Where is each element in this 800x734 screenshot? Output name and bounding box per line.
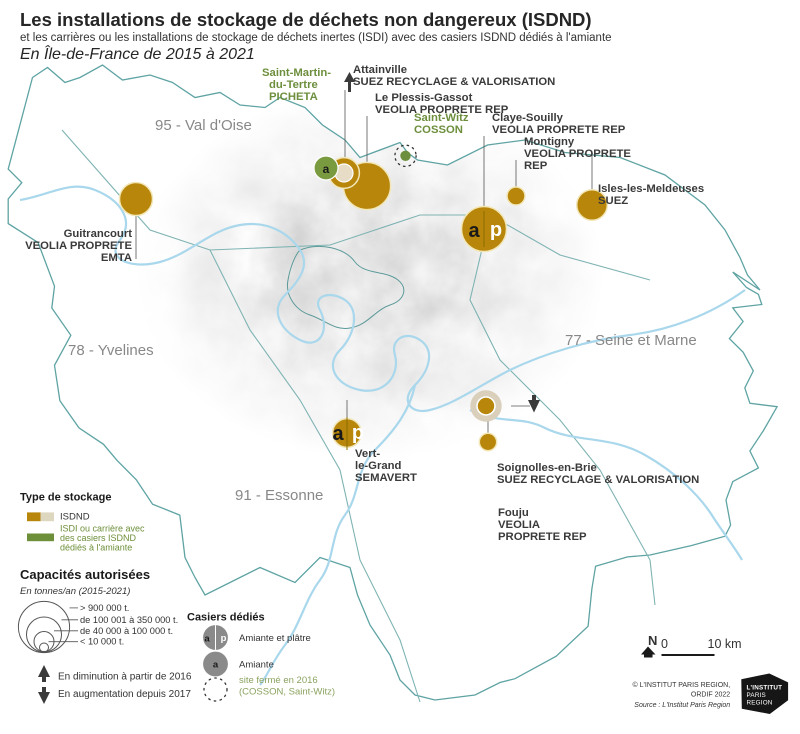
svg-text:Montigny: Montigny [524, 136, 575, 148]
svg-text:a: a [468, 220, 480, 242]
svg-text:Vert-: Vert- [355, 448, 380, 460]
svg-text:a: a [213, 660, 219, 671]
svg-text:> 900 000 t.: > 900 000 t. [80, 603, 129, 613]
svg-text:REGION: REGION [747, 700, 773, 707]
svg-text:a: a [332, 423, 344, 445]
svg-text:a: a [204, 634, 210, 645]
svg-text:a: a [323, 162, 330, 176]
svg-text:VEOLIA PROPRETE: VEOLIA PROPRETE [25, 240, 132, 252]
svg-text:Soignolles-en-Brie: Soignolles-en-Brie [497, 462, 597, 474]
svg-text:(COSSON, Saint-Witz): (COSSON, Saint-Witz) [239, 687, 335, 698]
svg-text:COSSON: COSSON [414, 124, 463, 136]
svg-text:Claye-Souilly: Claye-Souilly [492, 112, 564, 124]
svg-text:91 - Essonne: 91 - Essonne [235, 487, 323, 504]
svg-text:78 - Yvelines: 78 - Yvelines [68, 342, 154, 359]
svg-text:EMTA: EMTA [101, 252, 132, 264]
svg-text:VEOLIA PROPRETE REP: VEOLIA PROPRETE REP [492, 124, 626, 136]
svg-text:site fermé en 2016: site fermé en 2016 [239, 675, 318, 686]
svg-text:Amiante et plâtre: Amiante et plâtre [239, 633, 311, 644]
svg-text:En tonnes/an (2015-2021): En tonnes/an (2015-2021) [20, 586, 130, 597]
svg-text:SUEZ: SUEZ [598, 195, 628, 207]
svg-text:Type de stockage: Type de stockage [20, 492, 112, 504]
svg-text:Le Plessis-Gassot: Le Plessis-Gassot [375, 92, 473, 104]
svg-text:PROPRETE REP: PROPRETE REP [498, 531, 587, 543]
svg-text:Saint-Martin-: Saint-Martin- [262, 67, 331, 79]
svg-text:PARIS: PARIS [747, 692, 766, 699]
svg-text:VEOLIA PROPRETE: VEOLIA PROPRETE [524, 148, 631, 160]
svg-text:des casiers ISDND: des casiers ISDND [60, 533, 137, 543]
svg-text:ORDIF 2022: ORDIF 2022 [691, 692, 730, 699]
svg-text:SEMAVERT: SEMAVERT [355, 472, 417, 484]
svg-text:PICHETA: PICHETA [269, 91, 318, 103]
svg-text:du-Tertre: du-Tertre [269, 79, 318, 91]
svg-text:Fouju: Fouju [498, 507, 529, 519]
svg-text:N: N [648, 633, 657, 648]
svg-text:REP: REP [524, 160, 548, 172]
svg-text:de 40 000 à 100 000 t.: de 40 000 à 100 000 t. [80, 626, 173, 636]
svg-text:0: 0 [661, 637, 668, 651]
svg-text:10 km: 10 km [708, 637, 742, 651]
svg-text:77 - Seine et Marne: 77 - Seine et Marne [565, 332, 697, 349]
svg-text:Amiante: Amiante [239, 660, 274, 671]
svg-text:Saint-Witz: Saint-Witz [414, 112, 469, 124]
svg-text:Source : L'Institut Paris Regi: Source : L'Institut Paris Region [634, 702, 730, 709]
svg-text:SUEZ RECYCLAGE & VALORISATION: SUEZ RECYCLAGE & VALORISATION [497, 474, 699, 486]
svg-text:p: p [352, 422, 364, 444]
svg-text:Attainville: Attainville [353, 64, 407, 76]
svg-text:Isles-les-Meldeuses: Isles-les-Meldeuses [598, 183, 704, 195]
svg-text:p: p [490, 219, 502, 241]
svg-text:VEOLIA: VEOLIA [498, 519, 540, 531]
svg-text:En augmentation depuis 2017: En augmentation depuis 2017 [58, 689, 191, 700]
svg-text:dédiés à l'amiante: dédiés à l'amiante [60, 543, 132, 553]
svg-text:le-Grand: le-Grand [355, 460, 402, 472]
svg-text:95 - Val d'Oise: 95 - Val d'Oise [155, 117, 252, 134]
svg-text:p: p [221, 633, 227, 644]
svg-text:© L'INSTITUT PARIS REGION,: © L'INSTITUT PARIS REGION, [633, 681, 731, 689]
svg-text:Guitrancourt: Guitrancourt [64, 228, 133, 240]
svg-text:< 10 000 t.: < 10 000 t. [80, 637, 124, 647]
svg-text:Capacités autorisées: Capacités autorisées [20, 567, 150, 582]
svg-text:En diminution à partir de 2016: En diminution à partir de 2016 [58, 672, 192, 683]
svg-text:de 100 001 à 350 000 t.: de 100 001 à 350 000 t. [80, 615, 178, 625]
svg-text:SUEZ RECYCLAGE & VALORISATION: SUEZ RECYCLAGE & VALORISATION [353, 76, 555, 88]
svg-text:L'INSTITUT: L'INSTITUT [747, 685, 783, 692]
svg-text:Casiers dédiés: Casiers dédiés [187, 612, 265, 624]
svg-text:ISDND: ISDND [60, 512, 90, 523]
